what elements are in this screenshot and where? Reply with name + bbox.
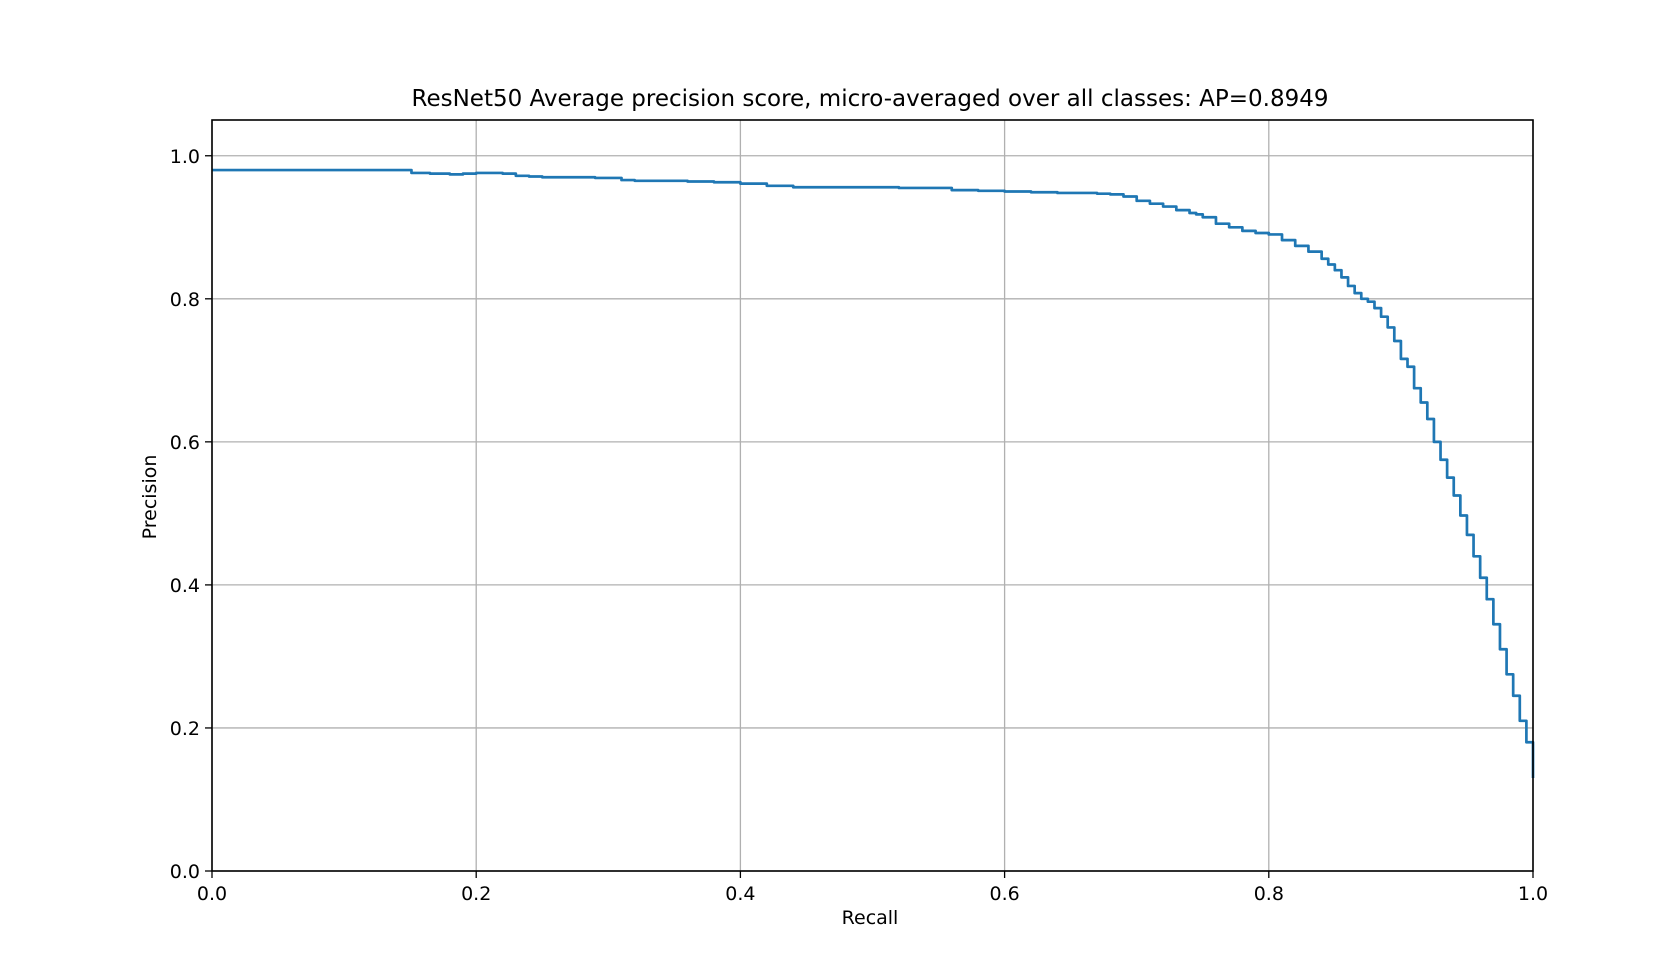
x-axis-label: Recall	[842, 907, 899, 929]
x-tick-label: 0.8	[1254, 883, 1284, 905]
x-tick-label: 1.0	[1518, 883, 1548, 905]
y-axis-label: Precision	[139, 455, 161, 540]
x-axis-ticks: 0.0 0.2 0.4 0.6 0.8 1.0	[197, 871, 1548, 905]
y-tick-label: 1.0	[170, 146, 200, 168]
y-axis-ticks: 0.0 0.2 0.4 0.6 0.8 1.0	[170, 146, 212, 883]
series-layer	[212, 168, 1535, 779]
x-tick-label: 0.4	[725, 883, 755, 905]
y-tick-label: 0.6	[170, 432, 200, 454]
x-tick-label: 0.2	[461, 883, 491, 905]
y-tick-label: 0.2	[170, 718, 200, 740]
plot-area-frame	[211, 119, 1534, 872]
y-tick-label: 0.4	[170, 575, 200, 597]
x-tick-label: 0.6	[989, 883, 1019, 905]
y-tick-label: 0.8	[170, 289, 200, 311]
y-tick-label: 0.0	[170, 861, 200, 883]
chart-title: ResNet50 Average precision score, micro-…	[412, 86, 1329, 112]
precision-recall-line	[212, 168, 1535, 779]
x-tick-label: 0.0	[197, 883, 227, 905]
